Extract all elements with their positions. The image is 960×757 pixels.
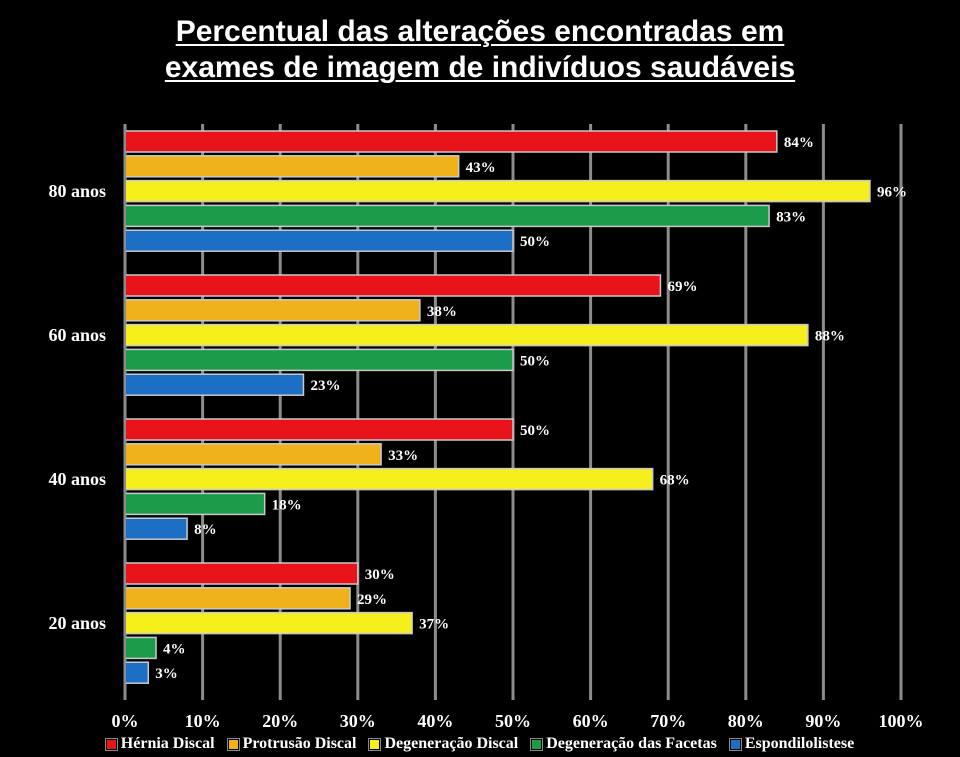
bar <box>124 587 351 610</box>
data-label: 4% <box>163 641 186 657</box>
data-label: 96% <box>877 185 907 201</box>
bar <box>124 229 514 252</box>
x-tick-label: 100% <box>879 711 924 731</box>
bar <box>124 373 305 396</box>
category-label: 20 anos <box>48 613 106 633</box>
bar <box>124 467 654 491</box>
category-label: 60 anos <box>48 325 106 345</box>
x-tick-label: 70% <box>650 711 686 731</box>
chart-title-line-1: Percentual das alterações encontradas em <box>175 15 785 48</box>
data-label: 88% <box>815 329 845 345</box>
x-tick-label: 30% <box>340 711 376 731</box>
legend-item: Hérnia Discal <box>104 734 215 754</box>
bar <box>124 562 359 585</box>
data-label: 18% <box>272 497 302 513</box>
legend-label: Hérnia Discal <box>120 735 215 752</box>
data-label: 8% <box>194 522 217 538</box>
data-label: 37% <box>419 617 449 633</box>
data-label: 50% <box>520 423 550 439</box>
category-label: 40 anos <box>48 469 106 489</box>
data-label: 23% <box>310 378 340 394</box>
legend-item: Protrusão Discal <box>226 734 357 754</box>
legend-label: Degeneração Discal <box>384 735 519 752</box>
data-label: 50% <box>520 353 550 369</box>
x-tick-label: 90% <box>805 711 841 731</box>
bar <box>124 204 770 228</box>
chart-title-line-2: exames de imagem de indivíduos saudáveis <box>164 51 796 84</box>
bar <box>124 323 809 347</box>
chart-legend: Hérnia Discal Protrusão Discal Degeneração… <box>0 734 960 754</box>
x-tick-label: 40% <box>417 711 453 731</box>
category-label: 80 anos <box>48 181 106 201</box>
legend-swatch <box>104 737 118 751</box>
legend-swatch <box>530 737 544 751</box>
bar <box>124 492 266 516</box>
data-label: 38% <box>427 304 457 320</box>
bar <box>124 348 514 372</box>
bar <box>124 274 662 297</box>
bar <box>124 611 413 635</box>
data-label: 68% <box>660 473 690 489</box>
legend-label: Protrusão Discal <box>242 735 357 752</box>
bar <box>124 517 188 540</box>
legend-swatch <box>226 737 240 751</box>
bar <box>124 418 514 441</box>
data-label: 69% <box>667 279 697 295</box>
x-tick-label: 80% <box>728 711 764 731</box>
legend-item: Degeneração das Facetas <box>530 734 717 754</box>
bar <box>124 661 150 684</box>
bar <box>124 636 157 660</box>
legend-swatch <box>728 737 742 751</box>
data-label: 29% <box>357 592 387 608</box>
x-tick-label: 0% <box>112 711 139 731</box>
legend-label: Degeneração das Facetas <box>546 735 717 752</box>
bar <box>124 299 421 322</box>
data-label: 83% <box>776 209 806 225</box>
data-label: 84% <box>784 135 814 151</box>
legend-label: Espondilolistese <box>744 735 855 752</box>
x-tick-label: 60% <box>573 711 609 731</box>
data-label: 30% <box>365 567 395 583</box>
data-label: 33% <box>388 448 418 464</box>
bar <box>124 155 460 178</box>
x-tick-label: 20% <box>262 711 298 731</box>
x-tick-label: 50% <box>495 711 531 731</box>
bar <box>124 179 871 203</box>
legend-item: Espondilolistese <box>728 734 855 754</box>
x-tick-label: 10% <box>185 711 221 731</box>
bar <box>124 443 382 466</box>
data-label: 50% <box>520 234 550 250</box>
chart-title: Percentual das alterações encontradas em… <box>0 14 960 86</box>
data-label: 43% <box>466 160 496 176</box>
legend-swatch <box>368 737 382 751</box>
data-label: 3% <box>155 666 178 682</box>
legend-item: Degeneração Discal <box>368 734 519 754</box>
bar <box>124 130 778 153</box>
